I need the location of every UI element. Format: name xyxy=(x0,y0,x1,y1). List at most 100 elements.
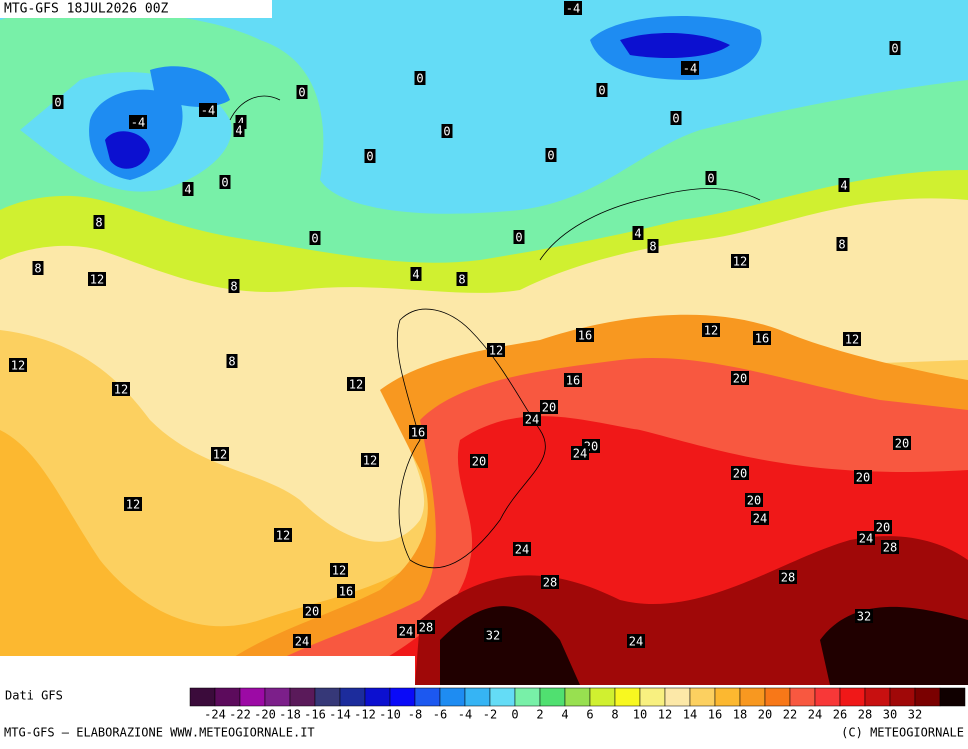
contour-label: 4 xyxy=(840,179,847,193)
contour-label: 12 xyxy=(349,378,363,392)
color-swatch xyxy=(389,687,416,707)
contour-label: 8 xyxy=(95,216,102,230)
colorbar-tick-label: -16 xyxy=(304,708,326,722)
contour-label-box xyxy=(647,239,659,253)
contour-label-box xyxy=(129,115,147,129)
contour-label: 12 xyxy=(11,359,25,373)
contour-label: 0 xyxy=(366,150,373,164)
contour-label-box xyxy=(487,343,505,357)
contour-label-box xyxy=(484,628,502,642)
contour-label-box xyxy=(836,237,848,251)
colorbar: -24 -22 -20 -18 -16 -14 -12 -10 -8 -6 -4 -2 0 2 4 6 8 10 1… xyxy=(189,687,966,722)
contour-label-box xyxy=(211,447,229,461)
colorbar-tick-label: 26 xyxy=(833,708,847,722)
color-swatch xyxy=(489,687,516,707)
contour-label: 24 xyxy=(629,635,643,649)
colorbar-tick-label: -24 xyxy=(204,708,226,722)
contour-label: 28 xyxy=(781,571,795,585)
contour-label-box xyxy=(571,446,589,460)
contour-label-box xyxy=(293,634,311,648)
colorbar-tick-label: 22 xyxy=(783,708,797,722)
coastline xyxy=(396,308,546,569)
contour-label: -4 xyxy=(683,62,697,76)
contour-label-box xyxy=(32,261,44,275)
colorbar-tick-label: -22 xyxy=(229,708,251,722)
contour-label: 20 xyxy=(542,401,556,415)
contour-label: 12 xyxy=(845,333,859,347)
contour-label-box xyxy=(596,83,608,97)
contour-label-box xyxy=(705,171,717,185)
contour-label: 0 xyxy=(443,125,450,139)
contour-label-box xyxy=(745,493,763,507)
color-swatch xyxy=(189,687,216,707)
contour-label: 0 xyxy=(311,232,318,246)
contour-label: 4 xyxy=(412,268,419,282)
contour-label: 12 xyxy=(90,273,104,287)
map: MTG-GFS 18JUL2026 00Z -4 0 -4 0 0 0 0 -4 -4 4 0 4 0 0… xyxy=(0,0,968,685)
color-swatch xyxy=(339,687,366,707)
contour-label-box xyxy=(670,111,682,125)
colorbar-tick-label: 24 xyxy=(808,708,822,722)
legend: Dati GFS -24 -22 -20 -18 -16 -14 -12 -10 -8 -6 -4-… xyxy=(5,687,966,722)
contour-label: 12 xyxy=(733,255,747,269)
contour-label-box xyxy=(414,71,426,85)
contour-label: 28 xyxy=(543,576,557,590)
contour-label-box xyxy=(470,454,488,468)
contour-label-box xyxy=(564,1,582,15)
colorbar-tick-label: 2 xyxy=(536,708,543,722)
contour-label: 20 xyxy=(856,471,870,485)
contour-label-box xyxy=(889,41,901,55)
colorbar-tick-label: -10 xyxy=(379,708,401,722)
legend-title: Dati GFS xyxy=(5,689,63,703)
contour-label-box xyxy=(627,634,645,648)
color-swatch xyxy=(314,687,341,707)
contour-label-box xyxy=(854,470,872,484)
contour-label-box xyxy=(456,272,468,286)
contour-label: 24 xyxy=(295,635,309,649)
contour-label: 8 xyxy=(458,273,465,287)
contour-label-box xyxy=(838,178,850,192)
contour-label-box xyxy=(731,466,749,480)
contour-label: 16 xyxy=(411,426,425,440)
colorbar-tick-label: 12 xyxy=(658,708,672,722)
contour-label: 4 xyxy=(235,124,242,138)
contour-label: -4 xyxy=(566,2,580,16)
contour-label-box xyxy=(364,149,376,163)
colorbar-tick-label: 10 xyxy=(633,708,647,722)
blank-area xyxy=(0,656,415,685)
color-swatch xyxy=(814,687,841,707)
title-box xyxy=(0,0,272,18)
map-title: MTG-GFS 18JUL2026 00Z xyxy=(4,2,169,17)
colorbar-tick-label: 16 xyxy=(708,708,722,722)
contour-label: 12 xyxy=(213,448,227,462)
colorbar-tick-label: -18 xyxy=(279,708,301,722)
contour-label: 0 xyxy=(221,176,228,190)
contour-label-box xyxy=(855,609,873,623)
contour-label: 16 xyxy=(339,585,353,599)
contour-label-box xyxy=(540,400,558,414)
contour-label-box xyxy=(523,412,541,426)
colorbar-tick-label: 30 xyxy=(883,708,897,722)
contour-label-box xyxy=(303,604,321,618)
contour-label: 0 xyxy=(515,231,522,245)
contour-label-box xyxy=(397,624,415,638)
colorbar-tick-label: 20 xyxy=(758,708,772,722)
contour-label-box xyxy=(93,215,105,229)
contour-label: 24 xyxy=(525,413,539,427)
contour-label-box xyxy=(681,61,699,75)
contour-label-box xyxy=(417,620,435,634)
contour-label-box xyxy=(228,279,240,293)
area-32 xyxy=(440,606,968,685)
contour-label-box xyxy=(881,540,899,554)
contour-label-box xyxy=(576,328,594,342)
color-swatch xyxy=(364,687,391,707)
color-swatch xyxy=(639,687,666,707)
colorbar-tick-label: 0 xyxy=(511,708,518,722)
contour-label: 0 xyxy=(547,149,554,163)
color-swatch xyxy=(514,687,541,707)
colorbar-tick-label: 6 xyxy=(586,708,593,722)
contour-label: 0 xyxy=(707,172,714,186)
contour-label-box xyxy=(274,528,292,542)
